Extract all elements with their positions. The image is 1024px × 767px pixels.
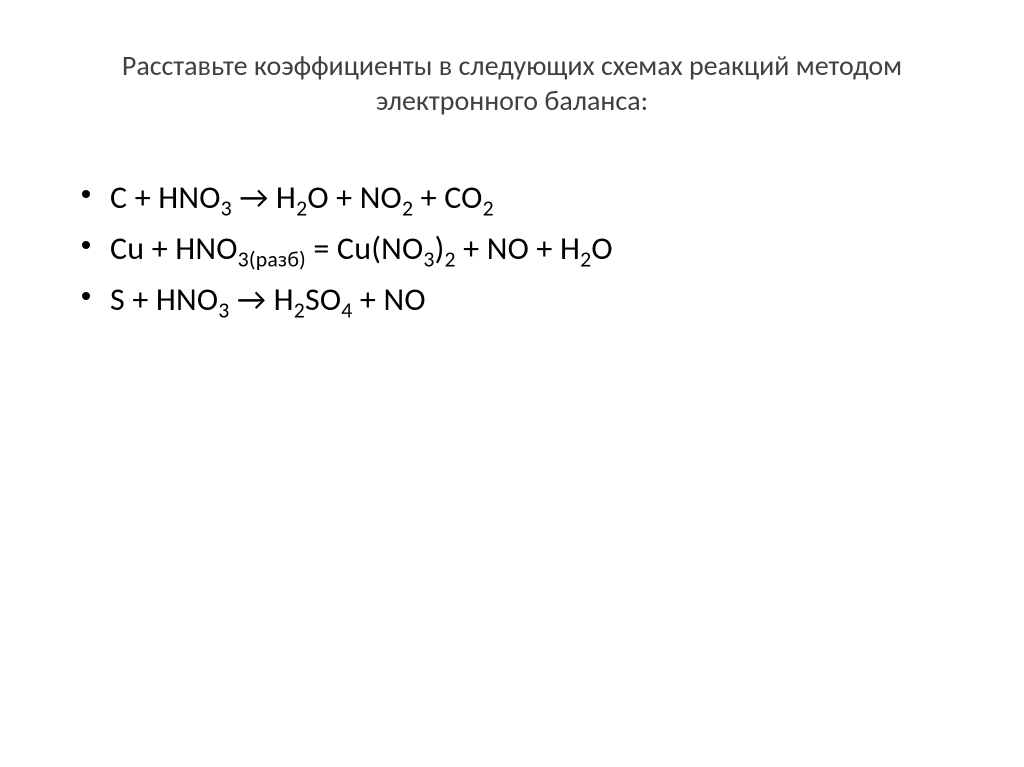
eq-text: Cu + HNO bbox=[110, 229, 238, 268]
eq-text: ) bbox=[435, 229, 445, 268]
eq-sub: 3(разб) bbox=[238, 246, 306, 273]
slide: Расставьте коэффициенты в следующих схем… bbox=[0, 0, 1024, 767]
eq-sub: 4 bbox=[341, 297, 352, 324]
eq-sub: 2 bbox=[580, 246, 591, 273]
eq-sub: 3 bbox=[423, 246, 434, 273]
eq-sub: 2 bbox=[402, 194, 413, 221]
eq-sub: 2 bbox=[483, 194, 494, 221]
eq-sub: 2 bbox=[294, 297, 305, 324]
list-item: Cu + HNO3(разб) = Cu(NO3)2 + NO + H2O bbox=[82, 227, 952, 270]
eq-sub: 2 bbox=[296, 194, 307, 221]
eq-text: O + NO bbox=[307, 178, 402, 217]
list-item: S + HNO3 → H2SO4 + NO bbox=[82, 278, 952, 321]
eq-sub: 3 bbox=[218, 297, 229, 324]
equation-3: S + HNO3 → H2SO4 + NO bbox=[110, 278, 426, 321]
eq-sub: 3 bbox=[221, 194, 232, 221]
eq-text: SO bbox=[305, 280, 341, 319]
eq-text: O bbox=[591, 229, 612, 268]
eq-text: S + HNO bbox=[110, 280, 218, 319]
bullet-icon bbox=[82, 292, 90, 300]
equation-2: Cu + HNO3(разб) = Cu(NO3)2 + NO + H2O bbox=[110, 227, 613, 270]
eq-text: + CO bbox=[413, 178, 482, 217]
eq-text: + NO bbox=[352, 280, 425, 319]
equation-1: C + HNO3 → H2O + NO2 + CO2 bbox=[110, 176, 494, 219]
bullet-icon bbox=[82, 241, 90, 249]
eq-sub: 2 bbox=[445, 246, 456, 273]
eq-text: → H bbox=[230, 280, 294, 319]
list-item: C + HNO3 → H2O + NO2 + CO2 bbox=[82, 176, 952, 219]
bullet-icon bbox=[82, 190, 90, 198]
equation-list: C + HNO3 → H2O + NO2 + CO2 Cu + HNO3(раз… bbox=[72, 176, 952, 322]
eq-text: = Cu(NO bbox=[306, 229, 423, 268]
eq-text: + NO + H bbox=[456, 229, 580, 268]
slide-title: Расставьте коэффициенты в следующих схем… bbox=[102, 48, 922, 118]
eq-text: → H bbox=[232, 178, 296, 217]
eq-text: C + HNO bbox=[110, 178, 221, 217]
